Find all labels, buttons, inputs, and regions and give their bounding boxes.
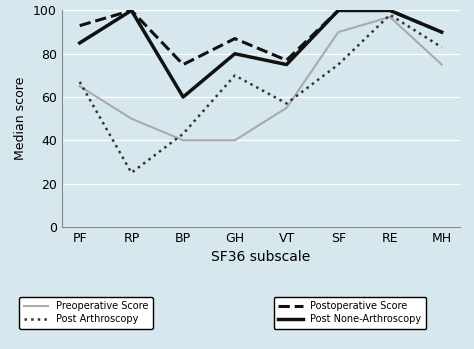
Y-axis label: Median score: Median score [14,77,27,160]
Legend: Postoperative Score, Post None-Arthroscopy: Postoperative Score, Post None-Arthrosco… [273,297,427,329]
X-axis label: SF36 subscale: SF36 subscale [211,250,310,264]
